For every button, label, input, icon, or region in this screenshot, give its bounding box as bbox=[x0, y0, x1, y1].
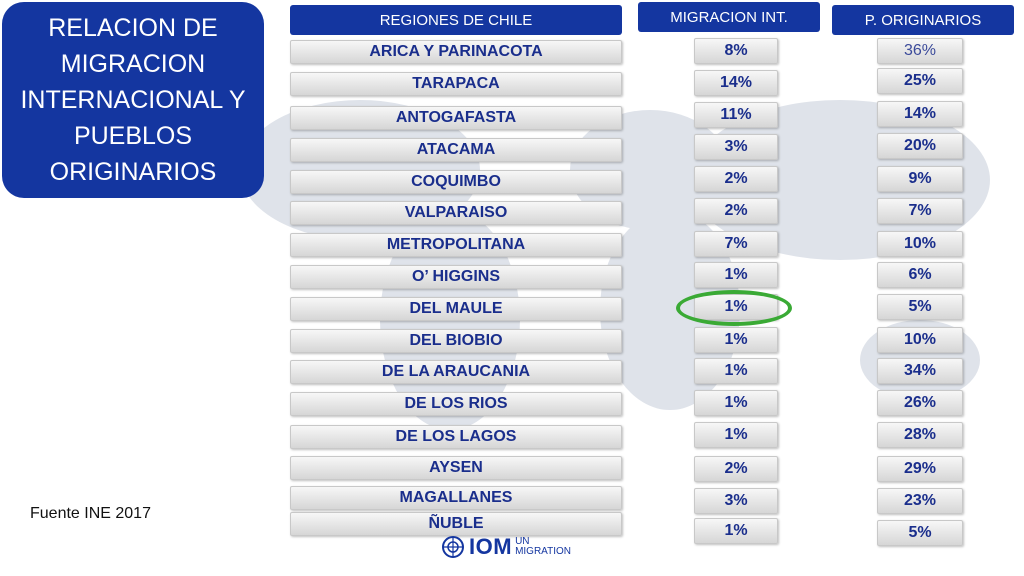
header-migration: MIGRACION INT. bbox=[638, 2, 820, 32]
region-cell: ÑUBLE bbox=[290, 512, 622, 536]
migration-cell: 2% bbox=[694, 166, 778, 192]
region-cell: O’ HIGGINS bbox=[290, 265, 622, 289]
migration-cell: 2% bbox=[694, 198, 778, 224]
source-note: Fuente INE 2017 bbox=[30, 505, 151, 522]
iom-logo: IOM UN MIGRATION bbox=[441, 534, 571, 559]
region-cell: DE LA ARAUCANIA bbox=[290, 360, 622, 384]
migration-cell: 1% bbox=[694, 390, 778, 416]
originarios-cell: 5% bbox=[877, 294, 963, 320]
originarios-cell: 7% bbox=[877, 198, 963, 224]
migration-cell: 2% bbox=[694, 456, 778, 482]
migration-cell: 11% bbox=[694, 102, 778, 128]
originarios-cell: 36% bbox=[877, 38, 963, 64]
originarios-cell: 5% bbox=[877, 520, 963, 546]
logo-iom-text: IOM bbox=[469, 534, 513, 559]
migration-cell: 7% bbox=[694, 231, 778, 257]
header-regions: REGIONES DE CHILE bbox=[290, 5, 622, 35]
region-cell: MAGALLANES bbox=[290, 486, 622, 510]
slide-title: RELACION DE MIGRACION INTERNACIONAL Y PU… bbox=[20, 14, 246, 186]
header-originarios: P. ORIGINARIOS bbox=[832, 5, 1014, 35]
slide-title-box: RELACION DE MIGRACION INTERNACIONAL Y PU… bbox=[2, 2, 264, 198]
region-cell: ANTOGAFASTA bbox=[290, 106, 622, 130]
region-cell: AYSEN bbox=[290, 456, 622, 480]
region-cell: DE LOS RIOS bbox=[290, 392, 622, 416]
region-cell: COQUIMBO bbox=[290, 170, 622, 194]
originarios-cell: 29% bbox=[877, 456, 963, 482]
region-cell: DE LOS LAGOS bbox=[290, 425, 622, 449]
originarios-cell: 28% bbox=[877, 422, 963, 448]
region-cell: VALPARAISO bbox=[290, 201, 622, 225]
migration-cell: 14% bbox=[694, 70, 778, 96]
originarios-cell: 10% bbox=[877, 231, 963, 257]
migration-cell: 3% bbox=[694, 488, 778, 514]
region-cell: METROPOLITANA bbox=[290, 233, 622, 257]
originarios-cell: 34% bbox=[877, 358, 963, 384]
originarios-cell: 20% bbox=[877, 133, 963, 159]
originarios-cell: 26% bbox=[877, 390, 963, 416]
region-cell: ATACAMA bbox=[290, 138, 622, 162]
region-cell: TARAPACA bbox=[290, 72, 622, 96]
highlight-circle bbox=[676, 290, 792, 326]
originarios-cell: 6% bbox=[877, 262, 963, 288]
migration-cell: 8% bbox=[694, 38, 778, 64]
logo-un-text: UN MIGRATION bbox=[515, 536, 571, 557]
region-cell: DEL BIOBIO bbox=[290, 329, 622, 353]
migration-cell: 1% bbox=[694, 422, 778, 448]
migration-cell: 3% bbox=[694, 134, 778, 160]
originarios-cell: 10% bbox=[877, 327, 963, 353]
region-cell: ARICA Y PARINACOTA bbox=[290, 40, 622, 64]
region-cell: DEL MAULE bbox=[290, 297, 622, 321]
originarios-cell: 9% bbox=[877, 166, 963, 192]
migration-cell: 1% bbox=[694, 518, 778, 544]
originarios-cell: 25% bbox=[877, 68, 963, 94]
migration-cell: 1% bbox=[694, 358, 778, 384]
originarios-cell: 14% bbox=[877, 101, 963, 127]
un-emblem-icon bbox=[442, 536, 464, 558]
migration-cell: 1% bbox=[694, 262, 778, 288]
migration-cell: 1% bbox=[694, 327, 778, 353]
originarios-cell: 23% bbox=[877, 488, 963, 514]
